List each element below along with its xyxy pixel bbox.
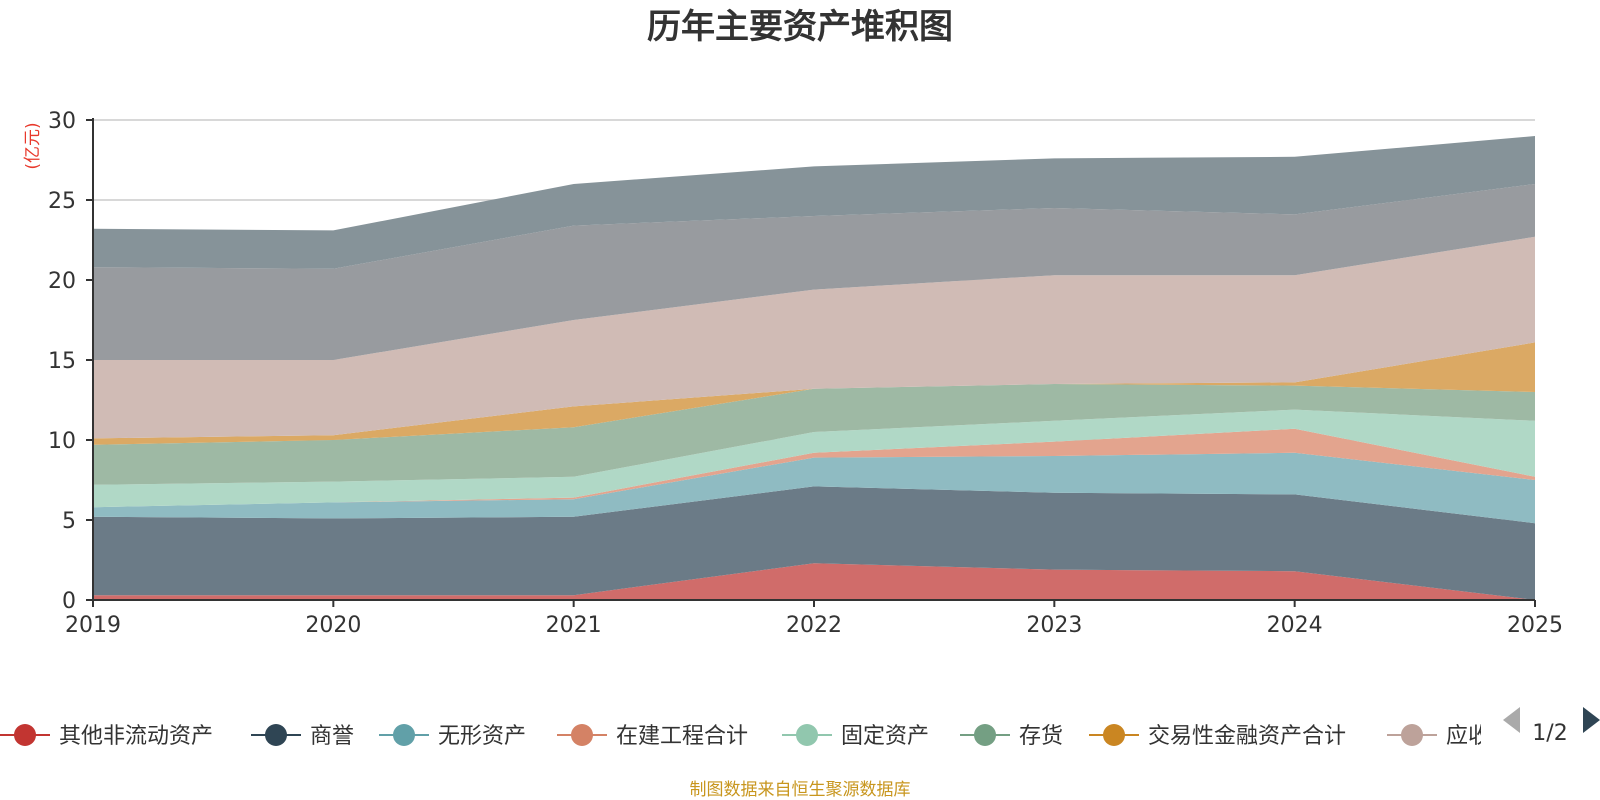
- x-tick-label: 2021: [546, 613, 602, 638]
- area-series-0: [93, 563, 1535, 600]
- legend-next-page-icon[interactable]: [1583, 707, 1600, 733]
- y-axis-unit-label: (亿元): [23, 122, 43, 169]
- legend-page-indicator: 1/2: [1532, 721, 1567, 746]
- legend-marker-icon: [393, 724, 415, 746]
- legend-label: 在建工程合计: [616, 724, 748, 749]
- legend-label: 商誉: [310, 724, 354, 749]
- area-series-5: [93, 384, 1535, 485]
- legend-label: 存货: [1019, 724, 1063, 749]
- x-tick-label: 2019: [65, 613, 121, 638]
- legend-label: 应收: [1446, 724, 1490, 749]
- legend-marker-icon: [265, 724, 287, 746]
- area-series-7: [93, 236, 1535, 439]
- x-tick-label: 2024: [1267, 613, 1323, 638]
- legend-pager: 1/2: [1503, 707, 1600, 746]
- legend-marker-icon: [1401, 724, 1423, 746]
- legend-marker-icon: [571, 724, 593, 746]
- area-series-1: [93, 486, 1535, 600]
- y-tick-label: 0: [62, 589, 76, 614]
- legend-marker-icon: [974, 724, 996, 746]
- y-tick-label: 25: [48, 189, 76, 214]
- legend: 其他非流动资产 商誉 无形资产 在建工程合计 固定资产 存货 交易性金融资产合计 应收: [0, 724, 1490, 749]
- legend-marker-icon: [796, 724, 818, 746]
- legend-marker-icon: [1103, 724, 1125, 746]
- x-tick-label: 2022: [786, 613, 842, 638]
- x-tick-label: 2020: [305, 613, 361, 638]
- legend-prev-page-icon[interactable]: [1503, 707, 1520, 733]
- y-tick-label: 20: [48, 269, 76, 294]
- chart-title: 历年主要资产堆积图: [647, 7, 953, 47]
- legend-item[interactable]: 存货: [960, 724, 1063, 749]
- legend-item[interactable]: 应收: [1387, 724, 1490, 749]
- area-series-4: [93, 409, 1535, 508]
- data-source-note: 制图数据来自恒生聚源数据库: [690, 780, 911, 800]
- legend-item[interactable]: 无形资产: [379, 724, 526, 749]
- legend-item[interactable]: 在建工程合计: [557, 724, 748, 749]
- x-tick-label: 2023: [1026, 613, 1082, 638]
- area-series-8: [93, 184, 1535, 360]
- x-tick-label: 2025: [1507, 613, 1563, 638]
- legend-label: 固定资产: [841, 724, 929, 749]
- y-tick-label: 5: [62, 509, 76, 534]
- y-tick-label: 10: [48, 429, 76, 454]
- area-series-3: [93, 428, 1535, 508]
- legend-item[interactable]: 商誉: [251, 724, 354, 749]
- area-series-2: [93, 452, 1535, 524]
- area-series-9: [93, 136, 1535, 269]
- y-tick-label: 15: [48, 349, 76, 374]
- legend-label: 无形资产: [438, 724, 526, 749]
- legend-marker-icon: [14, 724, 36, 746]
- legend-items: 其他非流动资产 商誉 无形资产 在建工程合计 固定资产 存货 交易性金融资产合计 应收: [0, 724, 1490, 749]
- legend-item[interactable]: 固定资产: [782, 724, 929, 749]
- axes: 2019 2020 2021 2022 2023 2024 2025: [65, 118, 1563, 638]
- legend-item[interactable]: 其他非流动资产: [0, 724, 213, 749]
- legend-item[interactable]: 交易性金融资产合计: [1089, 724, 1346, 749]
- area-series-group: [93, 136, 1535, 600]
- legend-label: 其他非流动资产: [59, 724, 213, 749]
- legend-label: 交易性金融资产合计: [1148, 724, 1346, 749]
- y-tick-label: 30: [48, 109, 76, 134]
